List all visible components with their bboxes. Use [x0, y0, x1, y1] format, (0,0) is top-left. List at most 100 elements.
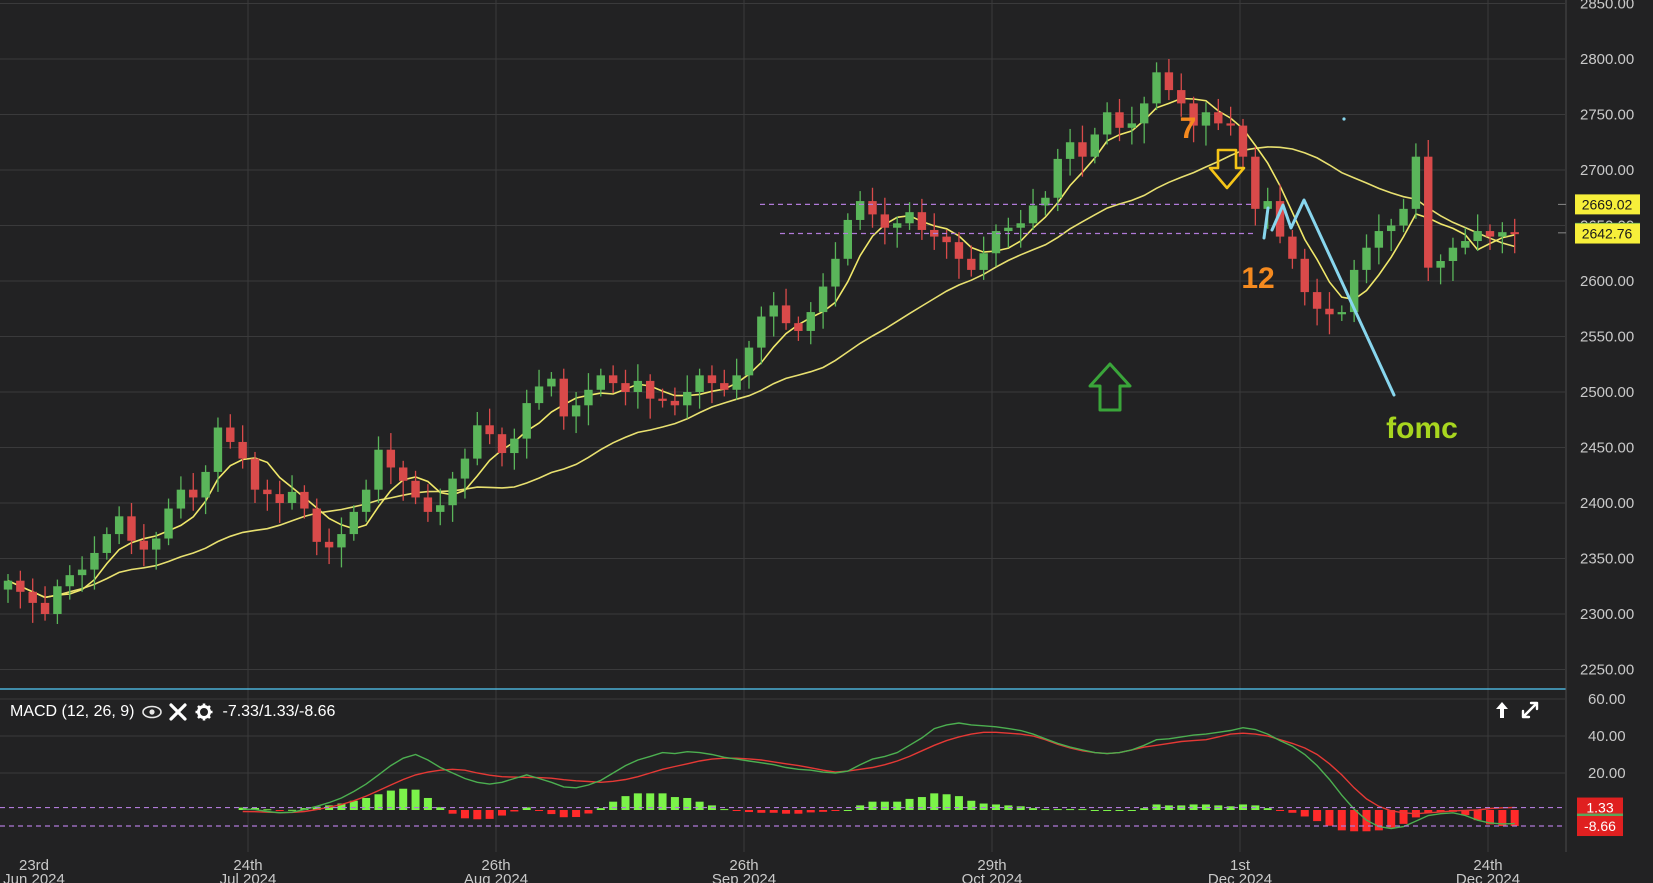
candle-body — [53, 586, 62, 614]
macd-histogram-bar — [954, 796, 963, 810]
candle-body — [942, 236, 951, 243]
candle-body — [1226, 123, 1235, 126]
candle-body — [1485, 231, 1495, 237]
down-arrow-icon — [1208, 148, 1246, 190]
macd-icons — [142, 702, 214, 722]
macd-histogram-bar — [275, 810, 284, 811]
macd-histogram-bar — [1053, 809, 1062, 811]
candle-body — [843, 219, 852, 259]
y-tick-label: 2250.00 — [1580, 662, 1634, 679]
expand-icon[interactable] — [1520, 700, 1540, 720]
candle-body — [1312, 292, 1322, 309]
macd-histogram-bar — [1313, 810, 1322, 822]
y-tick-label: 2300.00 — [1580, 606, 1634, 623]
macd-histogram-bar — [646, 793, 655, 810]
x-tick-day: 26th — [729, 857, 758, 874]
candle-body — [250, 458, 260, 490]
macd-histogram-bar — [485, 810, 494, 819]
candle-body — [1238, 125, 1248, 157]
candle-body — [646, 380, 655, 399]
candle-body — [127, 516, 136, 541]
candle-body — [1498, 232, 1507, 237]
candle-body — [954, 242, 964, 259]
candle-body — [386, 449, 396, 468]
y-tick-label: 2450.00 — [1580, 440, 1634, 457]
candle-body — [1510, 232, 1519, 235]
macd-histogram-bar — [411, 789, 420, 810]
candle-body — [263, 489, 272, 495]
candle-body — [744, 347, 754, 376]
macd-histogram-bar — [547, 810, 556, 815]
macd-histogram-bar — [992, 804, 1000, 810]
macd-histogram-bar — [1424, 810, 1433, 813]
candle-body — [547, 378, 556, 387]
macd-histogram-bar — [436, 807, 445, 810]
candle-body — [781, 305, 791, 324]
candle-body — [1053, 158, 1062, 198]
candle-body — [337, 534, 346, 548]
candle-body — [658, 398, 667, 401]
macd-histogram-bar — [423, 797, 432, 810]
macd-histogram-bar — [1461, 810, 1470, 816]
y-tick-label: 2500.00 — [1580, 384, 1634, 401]
macd-histogram-bar — [1189, 804, 1198, 810]
candle-body — [1349, 269, 1359, 313]
candle-body — [102, 534, 111, 553]
macd-histogram-bar — [695, 801, 704, 810]
candle-body — [559, 378, 568, 417]
candle-body — [201, 471, 210, 498]
macd-histogram-bar — [238, 807, 247, 810]
candle-body — [917, 212, 927, 230]
macd-histogram-bar — [1115, 810, 1124, 811]
candle-body — [473, 425, 482, 459]
macd-histogram-bar — [522, 807, 531, 810]
reference-lines — [0, 203, 1653, 690]
macd-histogram-bar — [288, 809, 297, 811]
macd-histogram-bar — [757, 810, 766, 813]
macd-histogram-bar — [1486, 810, 1494, 825]
candle-body — [300, 491, 309, 509]
candle-body — [1362, 247, 1371, 270]
candle-body — [40, 602, 50, 614]
candles — [3, 59, 1519, 624]
eye-icon[interactable] — [142, 702, 163, 722]
up-arrow-icon — [1088, 362, 1132, 412]
macd-histogram-bar — [1078, 809, 1087, 811]
y-tick-label: 2600.00 — [1580, 273, 1634, 290]
price-tag-label: 2642.76 — [1582, 226, 1633, 242]
price-tag — [1575, 194, 1640, 215]
macd-tag-label: -8.66 — [1584, 818, 1616, 834]
candle-body — [794, 323, 803, 331]
candle-body — [77, 569, 87, 576]
candle-body — [1016, 223, 1025, 228]
price-tag — [1575, 223, 1640, 244]
candle-body — [1337, 312, 1346, 315]
arrow-up-icon[interactable] — [1492, 700, 1512, 720]
macd-label: MACD (12, 26, 9) — [10, 703, 135, 720]
macd-histogram-bar — [1337, 810, 1346, 831]
macd-histogram-bar — [1029, 808, 1038, 810]
close-icon[interactable] — [168, 702, 188, 722]
x-tick-month: Oct 2024 — [962, 871, 1023, 883]
gear-icon[interactable] — [194, 702, 214, 722]
candle-body — [324, 541, 334, 548]
candle-body — [818, 286, 828, 313]
candle-body — [720, 383, 729, 390]
macd-histogram-bar — [819, 810, 828, 812]
candle-body — [1041, 197, 1050, 206]
y-tick-label: 2800.00 — [1580, 51, 1634, 68]
macd-histogram-bar — [843, 810, 852, 811]
macd-histogram-bar — [1090, 810, 1099, 811]
macd-histogram-bar — [893, 801, 902, 810]
candle-body — [213, 427, 223, 472]
macd-histogram-bar — [930, 793, 939, 810]
x-tick-day: 24th — [233, 857, 262, 874]
candle-body — [1374, 231, 1384, 248]
macd-histogram-bar — [1226, 806, 1235, 810]
candle-body — [65, 575, 74, 587]
candle-body — [164, 508, 173, 539]
macd-histogram-bar — [1140, 808, 1149, 810]
macd-histogram-bar — [1103, 810, 1112, 811]
candle-body — [374, 449, 383, 490]
